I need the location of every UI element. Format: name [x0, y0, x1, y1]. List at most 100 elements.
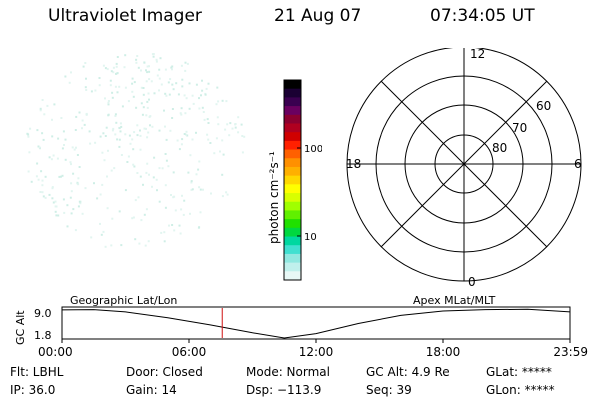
speckle: [175, 82, 178, 85]
speckle: [168, 93, 171, 96]
speckle: [38, 146, 41, 149]
speckle: [213, 152, 216, 155]
speckle: [29, 127, 32, 130]
colorbar-segment: [284, 114, 301, 124]
speckle: [226, 193, 229, 196]
speckle: [81, 119, 84, 122]
speckle: [171, 68, 173, 71]
speckle: [104, 245, 107, 248]
speckle: [68, 81, 71, 84]
speckle: [221, 139, 224, 142]
speckle: [136, 55, 139, 57]
lat-label-60: 60: [536, 99, 551, 113]
speckle: [177, 93, 180, 96]
colorbar-gradient: [284, 80, 301, 281]
speckle: [58, 175, 61, 178]
colorbar-segment: [284, 123, 301, 133]
speckle: [71, 146, 74, 149]
speckle: [101, 151, 104, 154]
colorbar-segment: [284, 245, 301, 255]
speckle: [143, 127, 146, 130]
mlt-label-18: 18: [346, 157, 361, 171]
speckle: [160, 83, 163, 86]
speckle: [164, 68, 167, 71]
speckle: [152, 55, 155, 58]
speckle: [131, 138, 134, 141]
speckle: [118, 85, 121, 88]
speckle: [39, 109, 42, 112]
speckle: [30, 180, 33, 183]
speckle: [136, 172, 139, 174]
speckle: [200, 94, 202, 97]
speckle: [66, 225, 69, 228]
speckle: [241, 151, 244, 154]
speckle: [151, 125, 154, 128]
speckle: [146, 65, 149, 68]
polar-diagonal-2: [380, 80, 548, 248]
speckle: [41, 191, 44, 194]
speckle: [133, 165, 136, 168]
speckle: [116, 72, 119, 75]
speckle: [107, 100, 110, 102]
colorbar-unit-label: photon cm⁻²s⁻¹: [267, 151, 281, 244]
speckle: [102, 230, 105, 233]
speckle: [69, 196, 72, 199]
speckle: [41, 179, 44, 182]
speckle: [114, 115, 117, 117]
speckle: [198, 160, 201, 163]
speckle: [169, 129, 172, 132]
speckle: [131, 77, 134, 80]
speckle: [73, 148, 76, 151]
speckle: [219, 150, 221, 153]
speckle: [201, 89, 204, 92]
speckle: [158, 77, 161, 80]
speckle: [62, 130, 65, 133]
speckle: [164, 184, 167, 187]
speckle: [82, 65, 85, 68]
speckle: [88, 130, 91, 133]
speckle: [164, 92, 167, 95]
speckle: [56, 157, 59, 160]
speckle: [190, 188, 193, 191]
speckle: [74, 229, 77, 232]
speckle: [118, 210, 121, 213]
timeline-ticks: 00:00 06:00 12:00 18:00 23:59: [38, 339, 588, 359]
speckle: [188, 82, 191, 85]
speckle: [135, 106, 138, 109]
speckle: [110, 70, 113, 73]
speckle: [60, 117, 63, 119]
speckle: [99, 222, 101, 225]
speckle: [57, 214, 60, 217]
speckle: [110, 169, 113, 172]
speckle: [207, 82, 210, 85]
speckle: [94, 89, 97, 92]
mlt-label-12: 12: [470, 48, 485, 61]
speckle: [126, 161, 129, 163]
speckle: [148, 173, 150, 176]
speckle: [237, 131, 240, 134]
timeline-left-label: Geographic Lat/Lon: [70, 294, 177, 307]
speckle: [134, 238, 137, 241]
speckle: [155, 60, 158, 63]
speckle: [172, 171, 175, 174]
speckle: [189, 154, 192, 157]
speckle: [180, 143, 183, 146]
speckle: [142, 106, 145, 109]
speckle: [140, 69, 142, 72]
speckle: [158, 167, 161, 170]
speckle: [207, 122, 210, 124]
speckle: [148, 70, 151, 73]
timeline-tick-label: 06:00: [172, 345, 207, 359]
speckle: [146, 106, 149, 109]
speckle: [229, 122, 232, 125]
speckle: [69, 161, 72, 164]
speckle: [234, 123, 237, 125]
speckle: [152, 53, 155, 55]
speckle: [70, 182, 73, 185]
speckle: [119, 130, 122, 133]
speckle: [41, 132, 44, 135]
speckle: [26, 132, 29, 135]
speckle: [63, 211, 66, 214]
speckle: [181, 85, 184, 88]
colorbar-segment: [284, 184, 301, 194]
